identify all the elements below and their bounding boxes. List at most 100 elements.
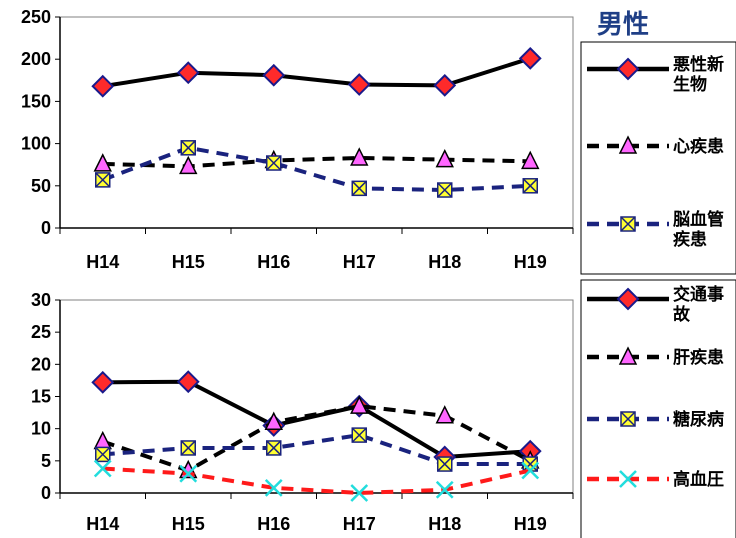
- data-point: [266, 440, 282, 456]
- y-tick-label: 250: [21, 7, 51, 27]
- y-tick-label: 50: [31, 176, 51, 196]
- legend-marker: [620, 216, 636, 232]
- legend-box-2: [580, 279, 736, 538]
- legend-item: 悪性新生物: [587, 54, 724, 95]
- data-point: [522, 178, 538, 194]
- y-tick-label: 5: [41, 451, 51, 471]
- marker-cross: [437, 182, 453, 198]
- data-point: [91, 74, 115, 98]
- x-tick-label: H16: [257, 514, 290, 534]
- legend-marker: [619, 470, 637, 488]
- marker-cross: [351, 427, 367, 443]
- y-tick-label: 0: [41, 218, 51, 238]
- legend-label-line: 悪性新: [673, 54, 724, 75]
- data-point: [93, 459, 112, 478]
- x-tick-label: H15: [172, 252, 205, 272]
- legend-item: 糖尿病: [587, 409, 724, 430]
- legend-label-line: 糖尿病: [673, 409, 724, 430]
- y-tick-label: 25: [31, 322, 51, 342]
- marker-cross: [522, 178, 538, 194]
- data-point: [264, 411, 283, 430]
- data-point: [95, 172, 111, 188]
- plot-area-1: [59, 16, 574, 229]
- y-tick-label: 150: [21, 91, 51, 111]
- series-line: [102, 433, 531, 467]
- data-point: [521, 461, 540, 480]
- marker-cross: [95, 172, 111, 188]
- data-point: [350, 395, 369, 414]
- data-point: [179, 155, 198, 175]
- x-tick-label: H17: [343, 252, 376, 272]
- x-tick-label: H19: [514, 252, 547, 272]
- data-point: [262, 63, 286, 87]
- marker-cross: [351, 180, 367, 196]
- legend-label-line: 生物: [673, 74, 707, 95]
- y-tick-label: 0: [41, 483, 51, 503]
- data-point: [437, 182, 453, 198]
- x-tick-label: H18: [428, 514, 461, 534]
- legend-label: 悪性新生物: [673, 54, 724, 95]
- series-line: [102, 466, 531, 495]
- legend-label-line: 交通事: [673, 284, 724, 305]
- legend-label-line: 肝疾患: [673, 347, 724, 368]
- data-point: [351, 180, 367, 197]
- series-line: [102, 155, 531, 169]
- data-point: [350, 484, 369, 502]
- legend-item: 肝疾患: [587, 346, 724, 368]
- marker-cross: [266, 155, 282, 171]
- marker-cross: [180, 140, 196, 156]
- data-point: [179, 464, 198, 483]
- data-point: [435, 480, 454, 499]
- legend-label: 心疾患: [673, 136, 724, 157]
- legend-item: 心疾患: [587, 135, 724, 157]
- marker-cross: [266, 440, 282, 456]
- y-tick-label: 100: [21, 134, 51, 154]
- data-point: [521, 150, 540, 170]
- marker-cross: [437, 456, 453, 472]
- legend-marker: [618, 346, 638, 365]
- series-2-3: [95, 427, 538, 472]
- legend-item: 高血圧: [587, 469, 724, 490]
- marker-cross: [620, 216, 636, 232]
- legend-label-line: 疾患: [673, 229, 707, 250]
- data-point: [95, 446, 111, 463]
- legend-box-1: [580, 41, 736, 275]
- legend-item: 脳血管疾患: [587, 209, 724, 250]
- chart-title: 男性: [597, 10, 649, 40]
- legend-marker: [616, 287, 640, 311]
- x-tick-label: H14: [86, 514, 119, 534]
- data-point: [350, 147, 369, 166]
- data-point: [433, 73, 457, 97]
- legend-item: 交通事故: [587, 284, 724, 325]
- marker-cross: [620, 411, 636, 427]
- series-line: [102, 56, 531, 89]
- data-point: [437, 456, 453, 472]
- y-tick-label: 200: [21, 49, 51, 69]
- y-tick-label: 15: [31, 387, 51, 407]
- y-tick-label: 30: [31, 290, 51, 310]
- marker-cross: [180, 440, 196, 456]
- data-point: [264, 478, 283, 497]
- series-1-1: [91, 46, 542, 98]
- data-point: [435, 148, 454, 168]
- series-2-4: [93, 459, 540, 502]
- x-tick-label: H14: [86, 252, 119, 272]
- legend-label: 脳血管疾患: [673, 209, 724, 250]
- data-point: [180, 140, 196, 156]
- data-point: [351, 427, 367, 443]
- y-tick-label: 10: [31, 419, 51, 439]
- plot-area-2: [59, 299, 574, 494]
- legend-label: 高血圧: [673, 469, 724, 490]
- data-point: [347, 73, 371, 96]
- legend-label-line: 故: [673, 304, 691, 325]
- x-tick-label: H19: [514, 514, 547, 534]
- data-point: [518, 46, 542, 70]
- data-point: [266, 155, 282, 171]
- legend-label: 交通事故: [673, 284, 724, 325]
- marker-cross: [95, 446, 111, 462]
- legend-label: 糖尿病: [673, 409, 724, 430]
- x-tick-label: H15: [172, 514, 205, 534]
- x-tick-label: H18: [428, 252, 461, 272]
- legend-marker: [620, 411, 636, 427]
